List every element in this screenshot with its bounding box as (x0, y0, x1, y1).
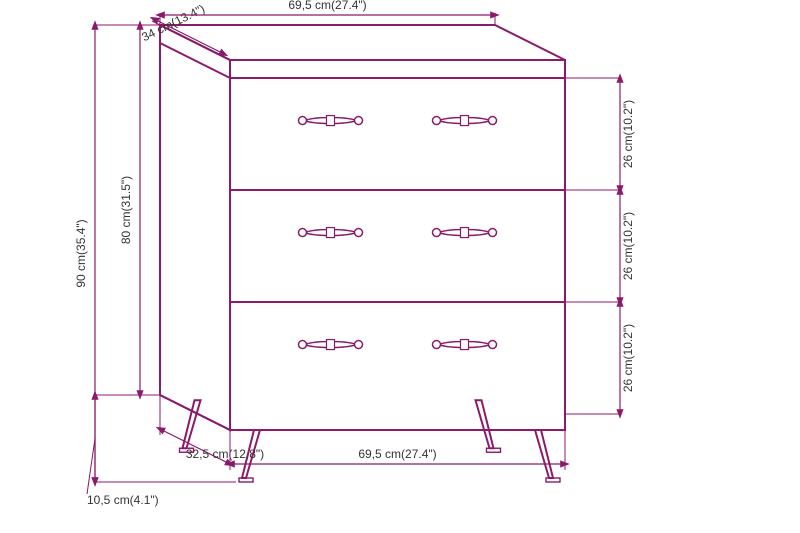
labels.depth_top: 34 cm(13.4") (139, 2, 207, 45)
labels.drawer2: 26 cm(10.2") (621, 212, 635, 280)
drawer-handle (299, 340, 363, 350)
labels.height_total: 90 cm(35.4") (74, 219, 88, 287)
labels.depth_bottom: 32,5 cm(12.8") (186, 447, 264, 461)
drawer-handle (299, 228, 363, 238)
labels.leg_height: 10,5 cm(4.1") (87, 493, 159, 507)
cabinet-front-face (230, 60, 565, 430)
drawer-handle (433, 116, 497, 126)
labels.drawer3: 26 cm(10.2") (621, 324, 635, 392)
cabinet-leg (535, 430, 560, 482)
drawer-handle (433, 228, 497, 238)
cabinet-leg (476, 400, 501, 452)
labels.width_top: 69,5 cm(27.4") (288, 0, 366, 12)
leader-line (87, 439, 95, 495)
labels.height_body: 80 cm(31.5") (119, 176, 133, 244)
cabinet-side-face (160, 25, 230, 430)
extension-line (222, 56, 230, 60)
drawer-handle (433, 340, 497, 350)
labels.drawer1: 26 cm(10.2") (621, 100, 635, 168)
drawer-handle (299, 116, 363, 126)
labels.width_bottom: 69,5 cm(27.4") (358, 447, 436, 461)
top-thickness-side (160, 43, 230, 78)
